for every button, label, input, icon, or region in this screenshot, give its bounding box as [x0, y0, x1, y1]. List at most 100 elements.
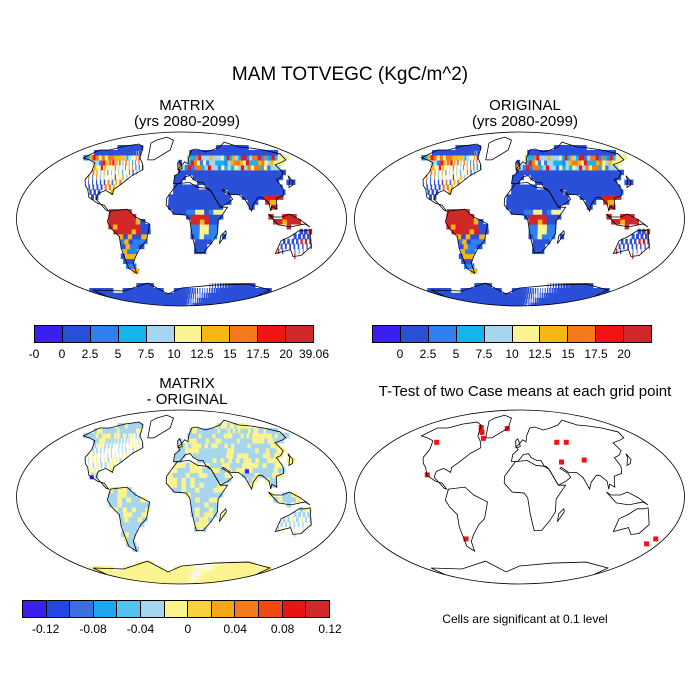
grid-cell — [135, 497, 141, 503]
grid-cell — [114, 169, 116, 176]
grid-cell — [181, 194, 187, 200]
coastline-antarctica — [430, 560, 610, 585]
grid-cell — [552, 283, 554, 289]
grid-cell — [184, 566, 187, 572]
grid-cell — [198, 472, 205, 478]
grid-cell — [563, 283, 566, 289]
grid-cell — [446, 159, 450, 166]
grid-cell — [207, 452, 214, 459]
grid-cell — [200, 174, 206, 181]
grid-cell — [638, 238, 641, 245]
grid-cell — [196, 437, 202, 444]
grid-cell — [117, 154, 121, 161]
grid-cell — [191, 288, 194, 294]
grid-cell — [205, 292, 208, 299]
significant-cell — [479, 429, 485, 435]
grid-cell — [304, 238, 308, 245]
grid-cell — [201, 154, 207, 161]
grid-cell — [466, 164, 468, 171]
grid-cell — [207, 472, 213, 478]
colorbar-segment — [188, 601, 212, 617]
grid-cell — [181, 204, 187, 210]
grid-cell — [534, 297, 537, 304]
grid-cell — [128, 169, 131, 176]
colorbar-tick-label: 20 — [279, 347, 293, 361]
map-border — [354, 131, 685, 307]
grid-cell — [265, 199, 272, 205]
grid-cell — [194, 204, 201, 210]
grid-cell — [226, 302, 236, 307]
colorbar-tick-label: 7.5 — [475, 347, 493, 361]
grid-cell — [215, 472, 222, 478]
grid-cell — [117, 501, 124, 508]
grid-cell — [208, 204, 214, 210]
grid-cell — [542, 228, 547, 235]
grid-cell — [208, 179, 215, 186]
grid-cell — [140, 501, 146, 508]
grid-cell — [539, 154, 545, 161]
grid-cell — [207, 516, 213, 523]
grid-cell — [254, 184, 262, 191]
grid-cell — [558, 288, 562, 294]
grid-cell — [196, 149, 202, 156]
grid-cell — [276, 169, 286, 176]
grid-cell — [234, 288, 239, 294]
grid-cell — [286, 219, 292, 225]
grid-cell — [451, 149, 457, 156]
grid-cell — [96, 462, 99, 469]
grid-cell — [584, 194, 591, 200]
grid-cell — [168, 204, 174, 210]
grid-cell — [174, 174, 179, 181]
grid-cell — [104, 442, 107, 449]
grid-cell — [549, 292, 553, 299]
grid-cell — [119, 238, 127, 245]
grid-cell — [525, 297, 527, 304]
grid-cell — [229, 288, 234, 294]
grid-cell — [174, 302, 178, 307]
grid-cell — [212, 233, 218, 240]
grid-cell — [265, 467, 273, 473]
grid-cell — [286, 497, 292, 503]
grid-cell — [229, 302, 239, 307]
grid-cell — [127, 506, 133, 513]
grid-cell — [607, 189, 615, 195]
grid-cell — [528, 194, 534, 200]
grid-cell — [92, 154, 98, 161]
grid-cell — [550, 199, 556, 205]
grid-cell — [629, 238, 633, 245]
grid-cell — [282, 497, 288, 503]
grid-cell — [213, 566, 216, 572]
grid-cell — [460, 145, 466, 151]
grid-cell — [115, 457, 118, 464]
grid-cell — [477, 149, 480, 156]
grid-cell — [273, 159, 285, 166]
grid-cell — [92, 174, 94, 181]
grid-cell — [536, 189, 542, 195]
grid-cell — [528, 228, 534, 235]
grid-cell — [121, 521, 128, 528]
grid-cell — [556, 174, 563, 181]
colorbar-boxes — [34, 325, 314, 343]
grid-cell — [571, 174, 579, 181]
grid-cell — [122, 228, 129, 235]
grid-cell — [123, 536, 131, 542]
grid-cell — [522, 288, 525, 294]
grid-cell — [529, 302, 531, 307]
grid-cell — [135, 442, 137, 449]
grid-cell — [426, 179, 428, 186]
grid-cell — [562, 179, 569, 186]
grid-cell — [208, 506, 214, 513]
grid-cell — [541, 238, 546, 245]
grid-cell — [190, 228, 196, 235]
grid-cell — [186, 214, 192, 220]
grid-cell — [183, 575, 186, 582]
panel-title-original: ORIGINAL (yrs 2080-2099) — [425, 98, 625, 130]
grid-cell — [522, 164, 528, 171]
grid-cell — [158, 288, 164, 294]
grid-cell — [478, 223, 484, 230]
grid-cell — [533, 292, 535, 299]
grid-cell — [550, 204, 557, 210]
coastline-japan — [287, 453, 294, 467]
grid-cell — [217, 283, 219, 289]
grid-cell — [227, 169, 235, 176]
